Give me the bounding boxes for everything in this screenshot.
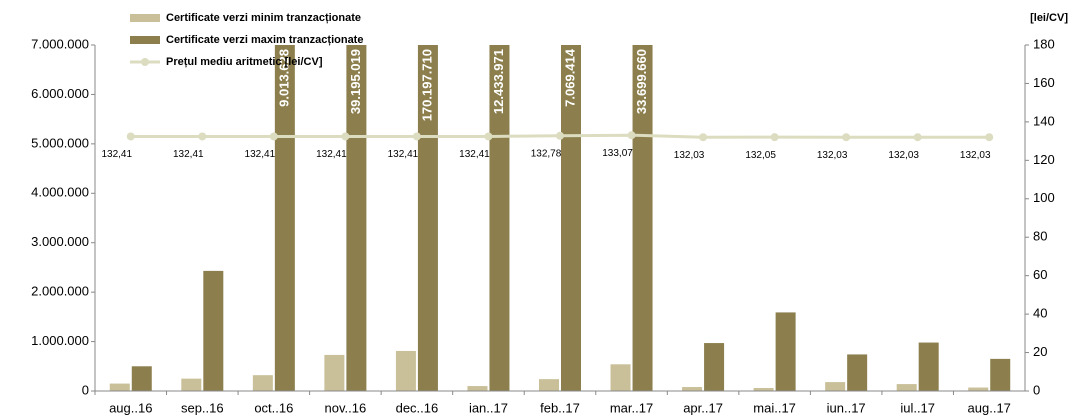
line-value-label: 132,03	[888, 150, 919, 161]
line-marker	[126, 132, 135, 141]
line-marker	[985, 133, 994, 142]
line-value-label: 132,41	[459, 149, 490, 160]
bar	[131, 366, 152, 391]
line-value-label: 132,41	[388, 149, 419, 160]
y2-tick-label: 20	[1033, 344, 1047, 359]
bar	[990, 358, 1011, 391]
y2-tick-label: 60	[1033, 267, 1047, 282]
y-tick-label: 3.000.000	[31, 234, 89, 249]
bar	[252, 375, 273, 391]
y2-tick-label: 160	[1033, 75, 1055, 90]
bar	[324, 354, 345, 391]
bar	[467, 386, 488, 391]
y-tick-label: 1.000.000	[31, 333, 89, 348]
x-tick-label: iul..17	[900, 400, 935, 415]
plot-area	[109, 45, 1011, 391]
line-value-label: 132,41	[245, 149, 276, 160]
bar-value-label: 12.433.971	[491, 49, 506, 114]
line-marker	[770, 133, 779, 142]
x-tick-label: feb..17	[540, 400, 580, 415]
line-value-label: 132,78	[531, 148, 562, 159]
x-tick-label: iun..17	[827, 400, 866, 415]
bar	[274, 45, 295, 391]
bar	[610, 364, 631, 391]
bar	[395, 350, 416, 391]
bar-value-label: 9.013.628	[276, 49, 291, 107]
line-marker	[198, 132, 207, 141]
line-marker	[842, 133, 851, 142]
y-tick-label: 2.000.000	[31, 284, 89, 299]
line-marker	[913, 133, 922, 142]
bar	[539, 379, 559, 391]
y-tick-label: 6.000.000	[31, 86, 89, 101]
bar	[847, 354, 868, 391]
y2-tick-label: 140	[1033, 113, 1055, 128]
line-value-label: 132,41	[316, 149, 347, 160]
bar	[704, 343, 725, 391]
line-marker	[699, 133, 708, 142]
line-value-label: 132,41	[173, 149, 204, 160]
bar-value-label: 33.699.660	[634, 49, 649, 114]
legend-swatch	[130, 14, 160, 22]
x-tick-label: sep..16	[181, 400, 224, 415]
x-tick-label: nov..16	[325, 400, 367, 415]
x-tick-label: aug..17	[968, 400, 1011, 415]
x-tick-label: oct..16	[254, 400, 293, 415]
bar	[682, 387, 703, 391]
line-value-label: 132,05	[745, 150, 776, 161]
x-tick-label: mai..17	[753, 400, 796, 415]
y2-tick-label: 120	[1033, 152, 1055, 167]
x-tick-label: aug..16	[109, 400, 152, 415]
y-tick-label: 0	[82, 382, 89, 397]
legend-label: Certificate verzi maxim tranzacționate	[166, 34, 363, 46]
line-marker	[484, 132, 493, 141]
y2-axis-label: [lei/CV]	[1030, 12, 1068, 24]
y-tick-label: 4.000.000	[31, 185, 89, 200]
bar	[896, 384, 917, 391]
y2-tick-label: 100	[1033, 190, 1055, 205]
line-value-label: 132,03	[817, 150, 848, 161]
y2-tick-label: 40	[1033, 306, 1047, 321]
bar-value-label: 170.197.710	[419, 49, 434, 121]
x-tick-label: mar..17	[610, 400, 653, 415]
line-marker	[412, 132, 421, 141]
line-value-label: 132,03	[960, 150, 991, 161]
line-marker	[556, 131, 564, 140]
line-value-label: 132,41	[101, 149, 132, 160]
bar	[181, 378, 202, 391]
line-marker	[341, 132, 350, 141]
line-marker	[627, 131, 636, 140]
bar-value-label: 39.195.019	[348, 49, 363, 114]
legend-label: Prețul mediu aritmetic [lei/CV]	[166, 56, 323, 68]
bar	[203, 270, 224, 391]
x-tick-label: apr..17	[683, 400, 723, 415]
bar	[775, 312, 796, 391]
y-tick-label: 5.000.000	[31, 135, 89, 150]
bar	[109, 383, 130, 391]
x-tick-label: dec..16	[396, 400, 439, 415]
y2-tick-label: 180	[1033, 36, 1055, 51]
line-value-label: 133,07	[602, 148, 633, 159]
bar	[753, 388, 774, 391]
x-tick-label: ian..17	[469, 400, 508, 415]
bar	[825, 382, 846, 391]
line-value-label: 132,03	[674, 150, 705, 161]
bar	[968, 387, 989, 391]
legend-label: Certificate verzi minim tranzacționate	[166, 12, 361, 24]
bar	[918, 342, 939, 391]
y2-tick-label: 0	[1033, 382, 1040, 397]
bar	[346, 45, 367, 391]
bar-value-label: 7.069.414	[562, 48, 577, 107]
bar	[561, 45, 581, 391]
bar	[632, 45, 653, 391]
bar	[489, 45, 510, 391]
y-tick-label: 7.000.000	[31, 36, 89, 51]
legend-swatch	[141, 58, 149, 66]
line-marker	[269, 132, 278, 141]
bar	[417, 45, 438, 391]
y2-tick-label: 80	[1033, 229, 1047, 244]
legend-swatch	[130, 36, 160, 44]
